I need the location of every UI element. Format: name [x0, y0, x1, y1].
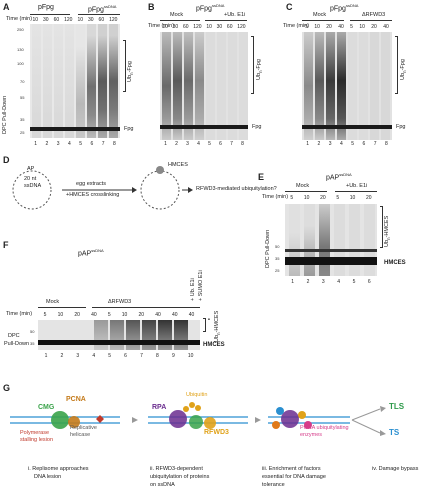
panel-c-time-label: Time (min) [283, 23, 310, 29]
panel-f-dot: • [208, 317, 210, 323]
panel-d-schematic [12, 166, 193, 210]
panel-d-ssdna: ssDNA [24, 183, 42, 189]
panel-c-gel [302, 32, 392, 140]
panel-g-step1-b: DNA lesion [34, 474, 62, 480]
panel-g-rfwd3: RFWD3 [204, 429, 229, 436]
panel-g-cmg: CMG [38, 404, 55, 411]
panel-g-ubiquitin: Ubiquitin [186, 392, 208, 398]
panel-f-gel [38, 320, 200, 350]
panel-b-title: pFpgssDNA [196, 3, 225, 13]
panel-a-ylabel: DPC Pull-Down [2, 95, 8, 134]
panel-c-title: pFpgssDNA [330, 3, 359, 13]
panel-a-letter: A [3, 2, 10, 12]
panel-e-ub-label: Ubn-HMCES [384, 215, 392, 247]
panel-b-band-label: Fpg [252, 124, 262, 130]
panel-f-extra-sumo: + SUMO E1i [198, 270, 204, 301]
panel-d-question: RFWD3-mediated ubiquitylation? [196, 186, 277, 192]
panel-g-pcna-enzymes-b: enzymes [300, 432, 323, 438]
panel-c-band-label: Fpg [396, 124, 406, 130]
panel-g-tls: TLS [389, 402, 405, 411]
panel-g-pcna: PCNA [66, 396, 86, 403]
panel-g-step3-b: essential for DNA damage [262, 474, 326, 480]
panel-f-group-rfwd3: ΔRFWD3 [108, 299, 132, 305]
panel-f-letter: F [3, 240, 9, 250]
panel-e-times: 5 10 20 5 10 20 [290, 195, 372, 201]
panel-f-ub-label: Ubn-HMCES [214, 310, 222, 342]
panel-d-hmces: HMCES [168, 162, 188, 168]
panel-g-helicase-b: helicase [70, 432, 91, 438]
panel-a-time-label: Time (min) [6, 16, 33, 22]
panel-g-letter: G [3, 383, 11, 393]
panel-g-helicase-a: Replicative [70, 425, 97, 431]
panel-e-time-label: Time (min) [262, 194, 289, 200]
panel-g-step3-c: tolerance [262, 482, 285, 488]
panel-f-extra-ub: + Ub. E1i [190, 278, 196, 301]
panel-g-step2-a: ii. RFWD3-dependent [150, 466, 203, 472]
panel-f-ylabel-dpc: DPC [8, 333, 20, 339]
panel-g-step2-c: on ssDNA [150, 482, 175, 488]
panel-b-letter: B [148, 2, 155, 12]
panel-d-20nt: 20 nt [24, 176, 37, 182]
panel-g-stalling: stalling lesion [20, 437, 54, 443]
panel-a-gel [30, 24, 120, 138]
panel-c-ub-label: Ubn-Fpg [400, 59, 408, 80]
panel-b-time-label: Time (min) [148, 23, 175, 29]
panel-e-group-e1i: +Ub. E1i [346, 183, 368, 189]
panel-e-title: pAPssDNA [326, 172, 352, 182]
panel-e-ylabel: DPC Pull-Down [265, 229, 271, 268]
panel-c-group-rfwd3: ΔRFWD3 [362, 12, 386, 18]
panel-g-step1-a: i. Replisome approaches [28, 466, 89, 472]
panel-a-title-left: pFpg [38, 4, 54, 11]
panel-a-title-right: pFpgssDNA [88, 4, 117, 14]
panel-g-schematic [10, 402, 386, 436]
panel-d-step2: +HMCES crosslinking [66, 192, 120, 198]
panel-f-time-label: Time (min) [6, 311, 33, 317]
panel-a-times: 10 30 60 120 10 30 60 120 [32, 17, 118, 23]
panel-c-times: 5 10 20 40 5 10 20 40 [305, 24, 389, 30]
panel-b-ub-label: Ubn-Fpg [256, 59, 264, 80]
panel-g-step2-b: ubiquitylation of proteins [150, 474, 210, 480]
panel-b-group-mock: Mock [170, 12, 184, 18]
panel-f-ylabel-pulldown: Pull-Down [4, 341, 30, 347]
panel-g-step4: iv. Damage bypass [372, 466, 419, 472]
panel-g-polymerase: Polymerase [20, 430, 50, 436]
panel-d-ap: AP [27, 166, 35, 172]
panel-f-times: 5 10 20 40 5 10 20 40 40 40 [43, 312, 195, 318]
panel-b-group-e1i: +Ub. E1i [224, 12, 246, 18]
panel-c-group-mock: Mock [313, 12, 327, 18]
panel-d-step1: egg extracts [76, 181, 106, 187]
panel-e-group-mock: Mock [296, 183, 310, 189]
panel-f-title: pAPssDNA [78, 248, 104, 258]
panel-b-gel [160, 32, 248, 140]
panel-g-ts: TS [389, 428, 400, 437]
panel-b-times: 10 30 60 120 10 30 60 120 [162, 24, 246, 30]
panel-e-gel [285, 204, 377, 276]
panel-a-ub-label: Ubn-Fpg [127, 61, 135, 82]
panel-g-rpa: RPA [152, 404, 167, 411]
panel-g-step3-a: iii. Enrichment of factors [262, 466, 321, 472]
panel-d-letter: D [3, 155, 10, 165]
panel-c-letter: C [286, 2, 293, 12]
panel-f-band-label: HMCES [203, 342, 225, 348]
panel-a-band-label: Fpg [124, 126, 134, 132]
panel-e-band-label: HMCES [384, 260, 406, 266]
panel-e-letter: E [258, 172, 265, 182]
panel-f-group-mock: Mock [46, 299, 60, 305]
panel-g-pcna-enzymes-a: PCNA ubiquitylating [300, 425, 349, 431]
